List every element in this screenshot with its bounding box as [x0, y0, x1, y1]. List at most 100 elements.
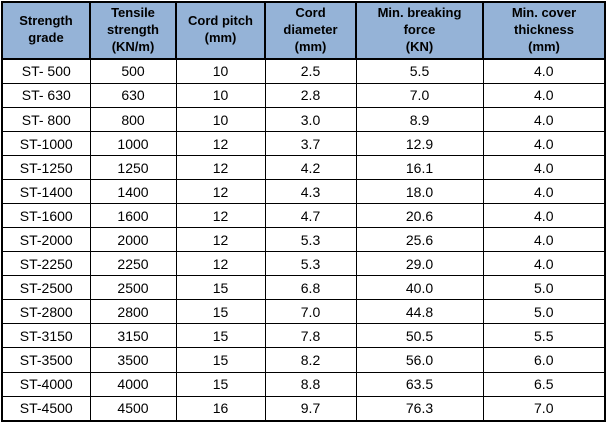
table-cell: ST-2250 — [1, 251, 91, 277]
table-row: ST- 630 630 10 2.8 7.0 4.0 — [1, 82, 606, 108]
column-header: Min. cover thickness (mm) — [482, 1, 606, 60]
table-cell: 10 — [175, 58, 266, 84]
table-cell: 5.3 — [264, 227, 357, 253]
table-cell: 5.0 — [482, 299, 606, 325]
table-cell: 63.5 — [355, 371, 484, 397]
table-cell: 9.7 — [264, 395, 357, 422]
table-cell: 12.9 — [355, 131, 484, 157]
table-cell: 4.0 — [482, 58, 606, 84]
table-cell: 15 — [175, 323, 266, 349]
table-row: ST-4500 4500 16 9.7 76.3 7.0 — [1, 395, 606, 422]
table-cell: 12 — [175, 251, 266, 277]
table-cell: 1000 — [89, 131, 177, 157]
table-cell: 4.3 — [264, 179, 357, 205]
table-cell: 6.0 — [482, 347, 606, 373]
column-header: Cord diameter (mm) — [264, 1, 357, 60]
table-cell: 4.0 — [482, 155, 606, 181]
table-cell: 12 — [175, 179, 266, 205]
table-cell: ST-4500 — [1, 395, 91, 422]
table-row: ST-1600 1600 12 4.7 20.6 4.0 — [1, 203, 606, 229]
column-header: Min. breaking force (KN) — [355, 1, 484, 60]
table-cell: 18.0 — [355, 179, 484, 205]
table-row: ST- 500 500 10 2.5 5.5 4.0 — [1, 58, 606, 84]
table-cell: 8.9 — [355, 106, 484, 133]
table-cell: 44.8 — [355, 299, 484, 325]
table-cell: 56.0 — [355, 347, 484, 373]
table-cell: ST-2000 — [1, 227, 91, 253]
table-cell: ST- 800 — [1, 106, 91, 133]
table-cell: 16 — [175, 395, 266, 422]
table-cell: 40.0 — [355, 275, 484, 301]
table-cell: 15 — [175, 275, 266, 301]
table-cell: 4.0 — [482, 227, 606, 253]
table-cell: ST- 500 — [1, 58, 91, 84]
table-cell: 4.0 — [482, 203, 606, 229]
table-cell: 76.3 — [355, 395, 484, 422]
table-cell: 1250 — [89, 155, 177, 181]
table-cell: 4.0 — [482, 179, 606, 205]
table-cell: 25.6 — [355, 227, 484, 253]
table-cell: 500 — [89, 58, 177, 84]
table-cell: 12 — [175, 131, 266, 157]
column-header: Strength grade — [1, 1, 91, 60]
column-header: Cord pitch (mm) — [175, 1, 266, 60]
table-row: ST- 800 800 10 3.0 8.9 4.0 — [1, 106, 606, 133]
table-cell: 2800 — [89, 299, 177, 325]
table-cell: 8.2 — [264, 347, 357, 373]
table-row: ST-1250 1250 12 4.2 16.1 4.0 — [1, 155, 606, 181]
table-cell: 50.5 — [355, 323, 484, 349]
table-cell: 3.7 — [264, 131, 357, 157]
table-cell: 7.0 — [264, 299, 357, 325]
table-row: ST-4000 4000 15 8.8 63.5 6.5 — [1, 371, 606, 397]
column-header: Tensile strength (KN/m) — [89, 1, 177, 60]
table-cell: 2.8 — [264, 82, 357, 108]
table-cell: 16.1 — [355, 155, 484, 181]
table-cell: ST- 630 — [1, 82, 91, 108]
table-row: ST-2000 2000 12 5.3 25.6 4.0 — [1, 227, 606, 253]
table-cell: 5.5 — [355, 58, 484, 84]
table-cell: 5.5 — [482, 323, 606, 349]
table-row: ST-2250 2250 12 5.3 29.0 4.0 — [1, 251, 606, 277]
table-cell: ST-1600 — [1, 203, 91, 229]
table-cell: 4.0 — [482, 106, 606, 133]
table-row: ST-2800 2800 15 7.0 44.8 5.0 — [1, 299, 606, 325]
table-cell: 3.0 — [264, 106, 357, 133]
table-cell: 7.0 — [482, 395, 606, 422]
table-cell: 4.0 — [482, 82, 606, 108]
table-cell: 29.0 — [355, 251, 484, 277]
table-cell: 2000 — [89, 227, 177, 253]
table-cell: 5.0 — [482, 275, 606, 301]
table-cell: 12 — [175, 155, 266, 181]
table-cell: 4.0 — [482, 131, 606, 157]
table-cell: ST-3500 — [1, 347, 91, 373]
table-cell: ST-1000 — [1, 131, 91, 157]
table-cell: 5.3 — [264, 251, 357, 277]
table-cell: 4000 — [89, 371, 177, 397]
table-cell: 8.8 — [264, 371, 357, 397]
table-cell: 10 — [175, 106, 266, 133]
table-cell: 2250 — [89, 251, 177, 277]
table-cell: 6.8 — [264, 275, 357, 301]
table-row: ST-1000 1000 12 3.7 12.9 4.0 — [1, 131, 606, 157]
header-row: Strength grade Tensile strength (KN/m) Cor… — [1, 1, 606, 60]
table-row: ST-1400 1400 12 4.3 18.0 4.0 — [1, 179, 606, 205]
table-cell: 4.0 — [482, 251, 606, 277]
table-cell: 3500 — [89, 347, 177, 373]
table-cell: 4.2 — [264, 155, 357, 181]
table-cell: 15 — [175, 347, 266, 373]
table-row: ST-3500 3500 15 8.2 56.0 6.0 — [1, 347, 606, 373]
table-cell: 6.5 — [482, 371, 606, 397]
table-cell: 7.8 — [264, 323, 357, 349]
table-body: ST- 500 500 10 2.5 5.5 4.0 ST- 630 630 10 2.8 7.0 4… — [1, 58, 606, 422]
table-cell: ST-2500 — [1, 275, 91, 301]
table-cell: 3150 — [89, 323, 177, 349]
table-cell: 630 — [89, 82, 177, 108]
table-cell: 2.5 — [264, 58, 357, 84]
table-cell: 15 — [175, 299, 266, 325]
table-cell: 12 — [175, 227, 266, 253]
table-cell: 4500 — [89, 395, 177, 422]
table-cell: 800 — [89, 106, 177, 133]
table-cell: ST-2800 — [1, 299, 91, 325]
table-cell: 1600 — [89, 203, 177, 229]
